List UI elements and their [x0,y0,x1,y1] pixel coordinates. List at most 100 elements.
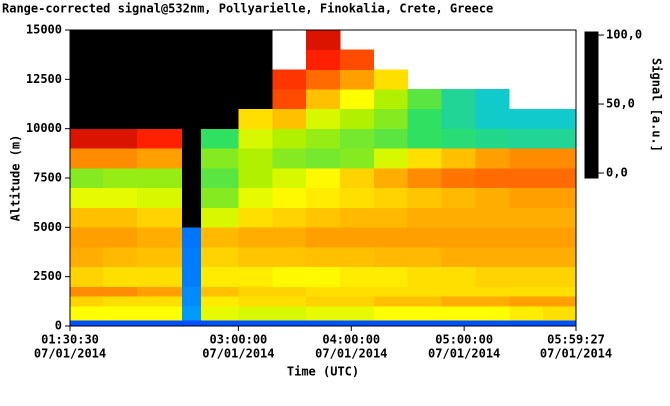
heatmap-cell [509,320,544,327]
heatmap-cell [136,306,183,321]
heatmap-cell [407,320,442,327]
heatmap-cell [201,187,239,208]
heatmap-cell [475,108,510,129]
heatmap-cell [102,168,138,189]
heatmap-cell [543,306,577,321]
heatmap-cell [339,247,375,268]
heatmap-cell [102,320,138,327]
x-tick-date: 07/01/2014 [34,347,106,361]
heatmap-cell [543,320,577,327]
heatmap-cell [272,247,307,268]
heatmap-cell [373,108,409,129]
heatmap-cell [70,187,104,208]
heatmap-cell [136,108,183,129]
heatmap-cell [181,89,202,110]
heatmap-cell [509,168,544,189]
heatmap-cell [136,227,183,248]
heatmap-cell [339,148,375,169]
heatmap-cell [272,207,307,228]
heatmap-cell [475,128,510,149]
heatmap-cell [373,168,409,189]
heatmap-cell [201,247,239,268]
x-tick-date: 07/01/2014 [315,347,387,361]
heatmap-cell [509,266,544,287]
heatmap-cell [306,89,341,110]
heatmap-cell [475,89,510,110]
heatmap-cell [475,207,510,228]
heatmap-cell [543,296,577,307]
heatmap-cell [102,296,138,307]
heatmap-cell [272,89,307,110]
heatmap-cell [272,296,307,307]
heatmap-cell [102,128,138,149]
heatmap-cell [509,128,544,149]
heatmap-cell [102,69,138,90]
heatmap-cell [339,296,375,307]
heatmap-cell [543,187,577,208]
heatmap-cell [475,286,510,297]
heatmap-cell [102,49,138,70]
heatmap-cell [306,168,341,189]
heatmap-cell [238,306,273,321]
heatmap-cell [201,227,239,248]
heatmap-cell [201,108,239,129]
y-tick-label: 12500 [26,72,62,86]
heatmap-cell [181,128,202,149]
heatmap-cell [441,128,476,149]
y-tick-label: 7500 [33,171,62,185]
heatmap-cell [201,306,239,321]
heatmap-cell [373,266,409,287]
heatmap-cell [509,207,544,228]
heatmap-cell [136,89,183,110]
heatmap-cell [136,286,183,297]
heatmap-cell [181,207,202,228]
heatmap-cell [70,296,104,307]
heatmap-cell [136,128,183,149]
heatmap-cell [272,168,307,189]
heatmap-cell [373,207,409,228]
heatmap-cell [136,207,183,228]
heatmap-cell [373,89,409,110]
heatmap-cell [201,320,239,327]
heatmap-cell [543,286,577,297]
heatmap-cell [306,128,341,149]
heatmap-cell [70,108,104,129]
heatmap-cell [339,207,375,228]
x-tick-label: 03:00:00 [209,333,267,347]
heatmap-cell [339,266,375,287]
heatmap-cell [238,89,273,110]
heatmap-cell [475,168,510,189]
heatmap-cell [238,30,273,51]
heatmap-cell [272,69,307,90]
heatmap-cell [272,266,307,287]
heatmap-cell [272,320,307,327]
heatmap-cell [136,247,183,268]
heatmap-cell [373,128,409,149]
heatmap-cell [339,286,375,297]
heatmap-cell [238,69,273,90]
heatmap-cell [272,108,307,129]
heatmap-cell [181,286,202,297]
heatmap-cell [102,187,138,208]
heatmap-cell [509,296,544,307]
heatmap-cell [441,286,476,297]
heatmap-cell [272,306,307,321]
heatmap-cell [509,148,544,169]
colorbar-tick-label: 0,0 [606,166,628,180]
heatmap-cell [407,286,442,297]
heatmap-cell [102,286,138,297]
heatmap-cell [441,296,476,307]
heatmap-cell [339,108,375,129]
heatmap-cell [475,296,510,307]
heatmap-cell [509,247,544,268]
heatmap-cell [339,227,375,248]
heatmap-cell [201,69,239,90]
heatmap-cell [407,148,442,169]
heatmap-cell [475,187,510,208]
heatmap-cell [70,207,104,228]
heatmap-cell [441,168,476,189]
heatmap-cell [70,69,104,90]
heatmap-cell [339,69,375,90]
heatmap-cell [181,108,202,129]
